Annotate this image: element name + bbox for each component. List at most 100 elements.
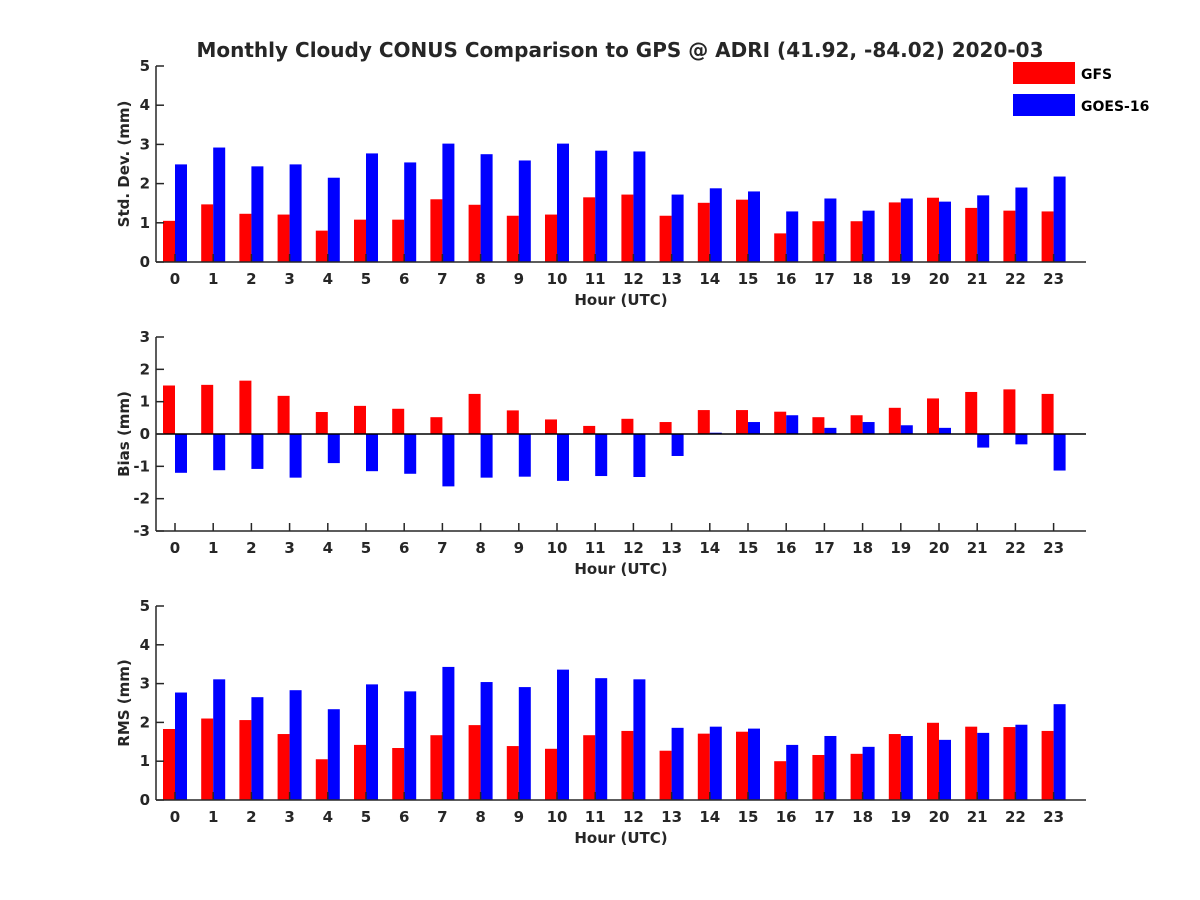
bar-p1-s0-h16: [774, 411, 787, 434]
x-tick-label-0-21: 21: [967, 270, 988, 288]
bar-p1-s1-h16: [786, 415, 799, 434]
bar-p1-s1-h7: [442, 434, 455, 487]
bar-p2-s1-h15: [748, 728, 760, 800]
bar-p1-s0-h12: [621, 418, 634, 434]
x-tick-label-2-11: 11: [585, 808, 606, 826]
bar-p1-s0-h0: [163, 385, 175, 434]
bar-p2-s1-h13: [671, 727, 684, 800]
y-tick-label-1-4: 1: [140, 393, 150, 411]
bar-p1-s0-h14: [697, 410, 710, 434]
x-tick-label-0-4: 4: [323, 270, 333, 288]
bar-p0-s1-h3: [289, 164, 302, 262]
bar-p1-s0-h22: [1003, 389, 1016, 434]
bar-p2-s0-h21: [965, 726, 978, 800]
y-axis-label-2: RMS (mm): [115, 659, 133, 746]
bar-p2-s1-h4: [327, 709, 340, 800]
bar-p1-s1-h8: [480, 434, 493, 478]
bar-p1-s1-h20: [939, 427, 951, 434]
x-tick-label-2-2: 2: [246, 808, 256, 826]
bar-p0-s0-h15: [736, 199, 748, 262]
bar-p2-s1-h14: [709, 726, 722, 800]
x-tick-label-0-3: 3: [284, 270, 294, 288]
bar-p1-s0-h1: [201, 384, 214, 434]
x-tick-label-1-5: 5: [361, 539, 371, 557]
x-tick-label-1-2: 2: [246, 539, 256, 557]
x-tick-label-0-2: 2: [246, 270, 256, 288]
x-tick-label-1-7: 7: [437, 539, 447, 557]
x-tick-label-1-10: 10: [547, 539, 568, 557]
y-tick-label-1-2: -1: [133, 457, 150, 475]
bar-p1-s1-h10: [557, 434, 569, 481]
bar-p2-s0-h0: [163, 728, 175, 800]
bar-p0-s1-h9: [518, 160, 531, 262]
bar-p0-s0-h22: [1003, 210, 1016, 262]
x-tick-label-2-14: 14: [699, 808, 720, 826]
y-tick-label-1-5: 2: [140, 360, 150, 378]
bar-p1-s0-h18: [850, 415, 863, 434]
bar-p0-s1-h18: [862, 210, 875, 262]
x-tick-label-0-18: 18: [852, 270, 873, 288]
bar-p1-s0-h2: [239, 380, 252, 434]
bar-p0-s0-h19: [888, 202, 901, 262]
bar-p1-s0-h4: [315, 412, 328, 434]
x-tick-label-1-9: 9: [514, 539, 524, 557]
bar-p1-s0-h13: [659, 422, 672, 434]
bar-p2-s0-h1: [201, 718, 214, 800]
bar-p2-s1-h12: [633, 679, 646, 800]
bar-p1-s1-h18: [862, 422, 875, 434]
bar-p2-s1-h5: [366, 684, 378, 800]
bar-p1-s0-h21: [965, 391, 978, 434]
bar-p0-s1-h14: [709, 188, 722, 262]
x-tick-label-2-5: 5: [361, 808, 371, 826]
bar-p0-s1-h19: [900, 198, 913, 262]
x-tick-label-1-11: 11: [585, 539, 606, 557]
bar-p2-s0-h22: [1003, 727, 1016, 800]
x-tick-label-1-23: 23: [1043, 539, 1064, 557]
x-tick-label-2-17: 17: [814, 808, 835, 826]
x-tick-label-0-13: 13: [661, 270, 682, 288]
x-tick-label-2-8: 8: [475, 808, 485, 826]
bar-p2-s0-h20: [927, 722, 939, 800]
y-tick-label-0-5: 5: [140, 57, 150, 75]
bar-p0-s0-h9: [506, 215, 519, 262]
bar-p0-s0-h3: [277, 214, 290, 262]
bar-p2-s0-h12: [621, 730, 634, 800]
bar-p0-s0-h21: [965, 207, 978, 262]
bar-p1-s1-h0: [175, 434, 187, 473]
x-tick-label-0-5: 5: [361, 270, 371, 288]
x-tick-label-2-1: 1: [208, 808, 218, 826]
bar-p0-s0-h2: [239, 213, 252, 262]
bar-p2-s1-h18: [862, 746, 875, 800]
x-tick-label-0-11: 11: [585, 270, 606, 288]
x-tick-label-2-16: 16: [776, 808, 797, 826]
bar-p0-s1-h12: [633, 151, 646, 262]
x-tick-label-2-6: 6: [399, 808, 409, 826]
bar-p1-s0-h10: [545, 419, 557, 434]
x-tick-label-2-10: 10: [547, 808, 568, 826]
x-tick-label-0-16: 16: [776, 270, 797, 288]
bar-p1-s0-h15: [736, 410, 748, 434]
x-tick-label-0-12: 12: [623, 270, 644, 288]
y-tick-label-1-6: 3: [140, 328, 150, 346]
bar-p2-s1-h9: [518, 687, 531, 800]
bar-p0-s0-h4: [315, 230, 328, 262]
x-tick-label-2-13: 13: [661, 808, 682, 826]
bar-p2-s1-h17: [824, 735, 837, 800]
bar-p0-s1-h16: [786, 211, 799, 262]
x-tick-label-1-3: 3: [284, 539, 294, 557]
bar-p2-s0-h17: [812, 754, 825, 800]
x-tick-label-1-17: 17: [814, 539, 835, 557]
bar-p2-s0-h19: [888, 734, 901, 800]
y-tick-label-0-3: 3: [140, 135, 150, 153]
bar-p0-s1-h11: [595, 150, 608, 262]
bar-p2-s0-h8: [468, 725, 481, 800]
y-tick-label-1-0: -3: [133, 522, 150, 540]
y-tick-label-0-1: 1: [140, 214, 150, 232]
x-tick-label-0-0: 0: [170, 270, 180, 288]
bar-p1-s1-h1: [213, 434, 226, 471]
bar-p0-s0-h11: [583, 197, 596, 262]
bar-p1-s1-h22: [1015, 434, 1028, 445]
bar-p2-s0-h16: [774, 761, 787, 800]
